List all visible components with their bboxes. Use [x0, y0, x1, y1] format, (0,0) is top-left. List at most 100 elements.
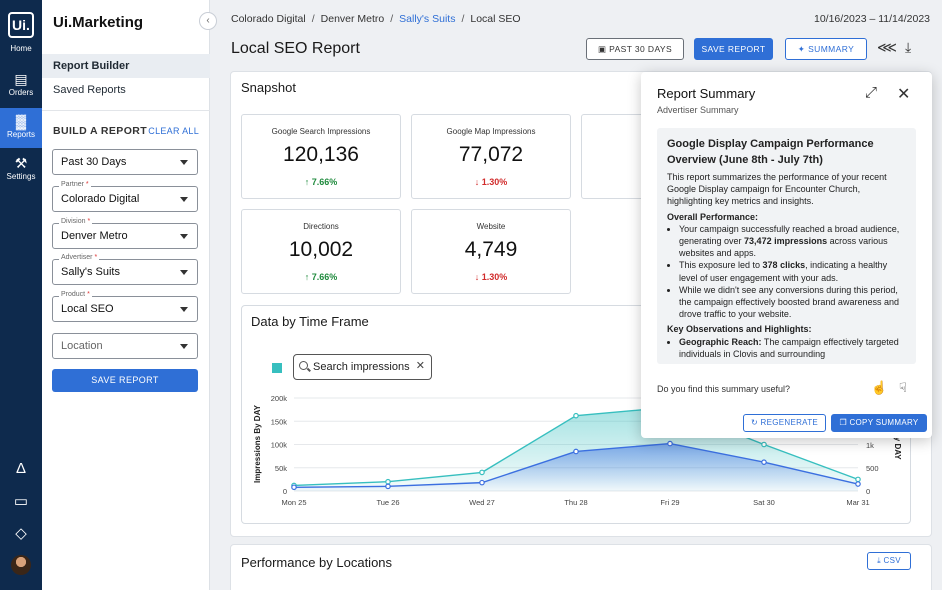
- select-label: Advertiser *: [59, 254, 100, 261]
- button-label: PAST 30 DAYS: [609, 44, 673, 54]
- csv-download-button[interactable]: ⤓ CSV: [867, 552, 911, 570]
- copy-icon: ❐: [839, 418, 847, 427]
- summary-section-title: Overall Performance:: [667, 211, 759, 222]
- thumbs-down-icon[interactable]: ☟: [899, 380, 907, 395]
- breadcrumb-item[interactable]: Denver Metro: [320, 13, 385, 25]
- data-point: [761, 459, 767, 465]
- collapse-sidebar-icon[interactable]: ‹: [199, 12, 217, 30]
- location-select[interactable]: Location: [52, 333, 198, 359]
- select-value: Colorado Digital: [61, 193, 140, 205]
- bell-icon[interactable]: Δ: [15, 460, 27, 477]
- stat-value: 10,002: [288, 238, 354, 261]
- stat-value: 77,072: [458, 143, 524, 166]
- partner-select[interactable]: Partner * Colorado Digital: [52, 181, 198, 212]
- divider: [42, 110, 210, 111]
- save-report-button[interactable]: SAVE REPORT: [694, 38, 773, 60]
- breadcrumb: Colorado Digital / Denver Metro / Sally's Su…: [231, 13, 521, 25]
- summary-button[interactable]: ✦ SUMMARY: [785, 38, 867, 60]
- list-item: Your campaign successfully reached a bro…: [679, 223, 906, 260]
- metric-chip[interactable]: Search impressions ✕: [293, 354, 432, 380]
- copy-summary-button[interactable]: ❐ COPY SUMMARY: [831, 414, 927, 432]
- button-label: COPY SUMMARY: [849, 418, 919, 427]
- build-report-heading: BUILD A REPORT: [53, 125, 148, 137]
- reports-icon: ▓: [15, 113, 27, 129]
- summary-heading: Google Display Campaign Performance Over…: [667, 138, 874, 166]
- y-tick-label: 150k: [271, 417, 288, 426]
- date-range-select[interactable]: Past 30 Days: [52, 149, 198, 175]
- rail-item-orders[interactable]: ▤ Orders: [0, 66, 42, 106]
- clear-all-button[interactable]: CLEAR ALL: [148, 126, 199, 136]
- sidebar-save-report-button[interactable]: SAVE REPORT: [52, 369, 198, 392]
- summary-section-title: Key Observations and Highlights:: [667, 324, 812, 335]
- calendar-icon: ▣: [597, 44, 607, 54]
- report-summary-popover: Report Summary Advertiser Summary ⤢ ✕ Go…: [641, 72, 932, 438]
- locations-title: Performance by Locations: [241, 555, 393, 570]
- download-icon: ⤓: [877, 556, 881, 565]
- refresh-icon: ↻: [750, 418, 758, 427]
- y2-tick-label: 1k: [866, 441, 874, 450]
- data-point: [573, 412, 579, 419]
- close-icon[interactable]: ✕: [415, 360, 425, 372]
- summary-subtitle: Advertiser Summary: [657, 105, 739, 115]
- y-tick-label: 50k: [275, 464, 287, 473]
- settings-icon: ⚒: [14, 155, 28, 171]
- page-title: Local SEO Report: [231, 40, 360, 57]
- timeframe-title: Data by Time Frame: [251, 314, 369, 329]
- product-select[interactable]: Product * Local SEO: [52, 291, 198, 322]
- avatar[interactable]: [11, 555, 31, 575]
- stat-delta: ↓ 1.30%: [474, 272, 508, 282]
- thumbs-up-icon[interactable]: ☝: [871, 380, 888, 395]
- data-point: [479, 469, 485, 476]
- data-point: [855, 476, 861, 483]
- close-icon[interactable]: ✕: [897, 86, 911, 103]
- past-30-days-button[interactable]: ▣ PAST 30 DAYS: [586, 38, 684, 60]
- summary-body: Google Display Campaign Performance Over…: [657, 128, 916, 364]
- x-tick-label: Sat 30: [753, 498, 775, 507]
- y-tick-label: 100k: [271, 441, 288, 450]
- breadcrumb-item[interactable]: Sally's Suits: [399, 13, 456, 25]
- y-axis-label: Impressions By DAY: [253, 404, 262, 483]
- division-select[interactable]: Division * Denver Metro: [52, 218, 198, 249]
- x-tick-label: Thu 28: [564, 498, 587, 507]
- locations-card: [230, 544, 932, 590]
- rail-item-label: Reports: [6, 130, 35, 139]
- stat-search-impressions: Google Search Impressions 120,136 ↑ 7.66…: [241, 114, 401, 199]
- stat-label: Google Map Impressions: [446, 127, 536, 136]
- nav-saved-reports[interactable]: Saved Reports: [53, 84, 126, 96]
- stat-value: 4,749: [464, 238, 518, 261]
- stat-directions: Directions 10,002 ↑ 7.66%: [241, 209, 401, 294]
- rail-item-reports[interactable]: ▓ Reports: [0, 108, 42, 148]
- download-icon[interactable]: ⤓: [905, 39, 912, 55]
- graduation-cap-icon[interactable]: ◇: [15, 525, 27, 542]
- chevron-down-icon: [180, 344, 188, 349]
- nav-report-builder[interactable]: Report Builder: [42, 54, 210, 78]
- breadcrumb-item[interactable]: Colorado Digital: [231, 13, 306, 25]
- share-icon[interactable]: ⋘: [877, 39, 897, 55]
- expand-icon[interactable]: ⤢: [865, 84, 878, 101]
- x-tick-label: Mar 31: [846, 498, 869, 507]
- chat-icon[interactable]: ▭: [13, 493, 29, 510]
- select-value: Local SEO: [61, 303, 114, 315]
- chevron-down-icon: [180, 197, 188, 202]
- advertiser-select[interactable]: Advertiser * Sally's Suits: [52, 254, 198, 285]
- y-tick-label: 0: [283, 487, 287, 496]
- rail-item-settings[interactable]: ⚒ Settings: [0, 150, 42, 190]
- data-point: [667, 440, 673, 447]
- select-value: Sally's Suits: [61, 266, 120, 278]
- regenerate-button[interactable]: ↻ REGENERATE: [743, 414, 826, 432]
- x-tick-label: Tue 26: [376, 498, 399, 507]
- data-point: [855, 481, 861, 487]
- stat-delta: ↑ 7.66%: [304, 272, 338, 282]
- x-tick-label: Mon 25: [281, 498, 306, 507]
- icon-rail: Ui. Home ▤ Orders ▓ Reports ⚒ Settings Δ…: [0, 0, 42, 590]
- summary-list: Your campaign successfully reached a bro…: [679, 223, 906, 321]
- select-label: Partner *: [59, 181, 91, 188]
- chevron-down-icon: [180, 270, 188, 275]
- stat-value: 120,136: [283, 143, 359, 166]
- stat-label: Website: [476, 222, 506, 231]
- list-item: This exposure led to 378 clicks, indicat…: [679, 259, 906, 283]
- home-logo-icon[interactable]: Ui.: [8, 12, 34, 38]
- data-point: [761, 441, 767, 448]
- summary-list: Geographic Reach: The campaign effective…: [679, 336, 906, 360]
- stat-label: Google Search Impressions: [271, 127, 371, 136]
